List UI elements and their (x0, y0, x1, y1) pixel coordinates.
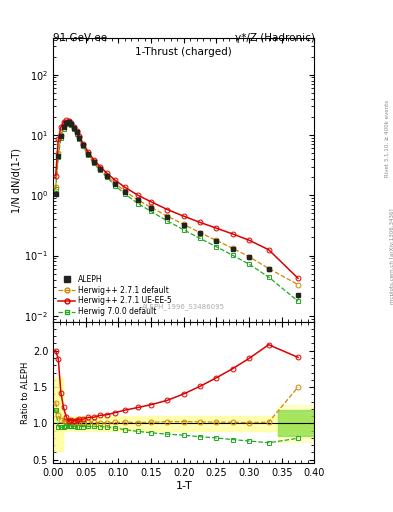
Y-axis label: 1/N dN/d(1-T): 1/N dN/d(1-T) (11, 147, 22, 212)
Bar (279, 404, 314, 442)
Text: γ*/Z (Hadronic): γ*/Z (Hadronic) (235, 33, 314, 44)
Text: Rivet 3.1.10, ≥ 400k events: Rivet 3.1.10, ≥ 400k events (385, 100, 389, 177)
Legend: ALEPH, Herwig++ 2.7.1 default, Herwig++ 2.7.1 UE-EE-5, Herwig 7.0.0 default: ALEPH, Herwig++ 2.7.1 default, Herwig++ … (57, 273, 174, 318)
Bar (53, 416, 314, 431)
Text: 91 GeV ee: 91 GeV ee (53, 33, 107, 44)
Text: ALEPH_1996_S3486095: ALEPH_1996_S3486095 (142, 304, 225, 310)
Text: 1-Thrust (charged): 1-Thrust (charged) (135, 47, 232, 57)
Text: mcplots.cern.ch [arXiv:1306.3436]: mcplots.cern.ch [arXiv:1306.3436] (390, 208, 393, 304)
Bar (53, 378, 63, 451)
Bar (279, 410, 314, 437)
X-axis label: 1-T: 1-T (175, 481, 192, 491)
Y-axis label: Ratio to ALEPH: Ratio to ALEPH (21, 361, 30, 424)
